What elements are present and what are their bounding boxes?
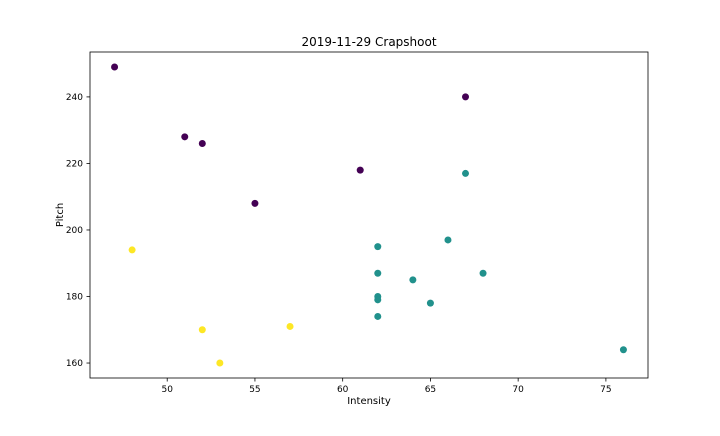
- scatter-point: [111, 63, 119, 71]
- scatter-point: [251, 199, 259, 207]
- x-tick-label: 50: [161, 385, 173, 395]
- data-points: [111, 63, 627, 367]
- x-tick-label: 70: [512, 385, 524, 395]
- plot-area: [89, 51, 649, 379]
- scatter-point: [181, 133, 189, 141]
- x-tick-label: 55: [249, 385, 260, 395]
- y-tick-label: 220: [66, 159, 83, 169]
- scatter-point: [356, 166, 364, 174]
- scatter-point: [426, 299, 434, 307]
- y-axis-label: Pitch: [55, 203, 66, 227]
- scatter-point: [198, 139, 206, 147]
- scatter-point: [374, 269, 382, 277]
- y-tick-label: 200: [66, 226, 83, 236]
- scatter-point: [409, 276, 417, 284]
- scatter-point: [479, 269, 487, 277]
- y-tick-label: 180: [66, 293, 83, 303]
- scatter-point: [128, 246, 136, 254]
- x-tick-label: 75: [600, 385, 611, 395]
- y-tick-label: 160: [66, 359, 83, 369]
- scatter-point: [462, 93, 470, 101]
- x-tick-label: 60: [337, 385, 349, 395]
- scatter-point: [374, 312, 382, 320]
- y-axis-ticks: 160 180 200 220 240: [66, 93, 90, 369]
- scatter-point: [374, 296, 382, 304]
- scatter-point: [462, 169, 470, 177]
- x-axis-ticks: 50 55 60 65 70 75: [161, 378, 612, 395]
- plot-frame: [89, 51, 649, 379]
- scatter-point: [286, 322, 294, 330]
- x-tick-label: 65: [425, 385, 436, 395]
- scatter-point: [374, 243, 382, 251]
- scatter-point: [198, 326, 206, 334]
- x-axis-label: Intensity: [347, 396, 391, 407]
- y-tick-label: 240: [66, 93, 83, 103]
- scatter-point: [216, 359, 224, 367]
- chart-title: 2019-11-29 Crapshoot: [301, 35, 436, 49]
- scatter-point: [619, 346, 627, 354]
- scatter-point: [444, 236, 452, 244]
